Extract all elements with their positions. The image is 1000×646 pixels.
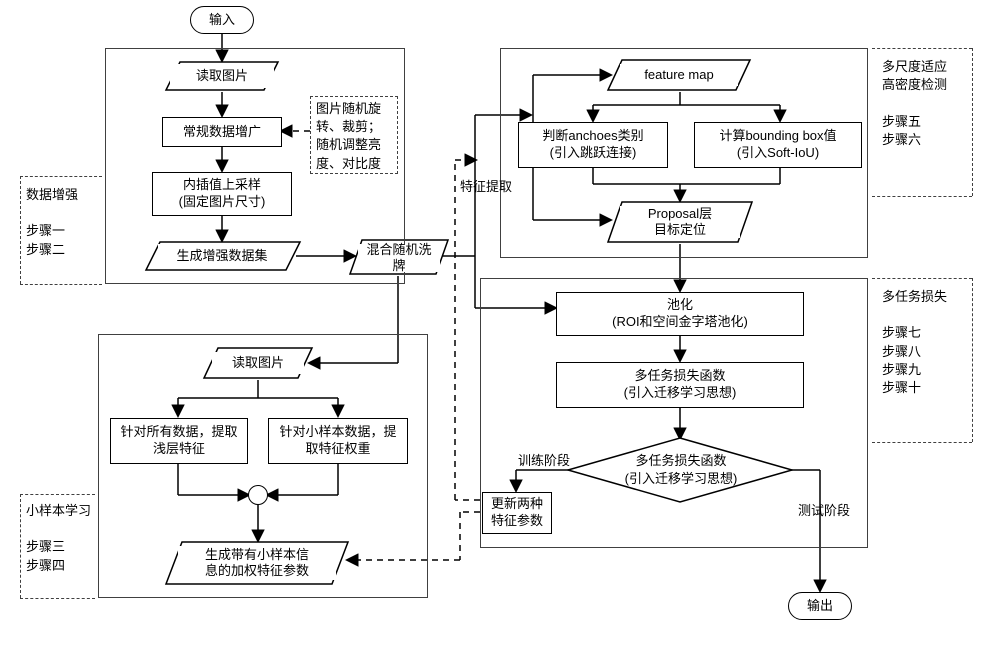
node-augment: 常规数据增广 xyxy=(162,117,282,147)
pool-label: 池化 (ROI和空间金字塔池化) xyxy=(612,297,748,331)
side-label-lb: 小样本学习 步骤三 步骤四 xyxy=(26,502,91,575)
anchors-label: 判断anchoes类别 (引入跳跃连接) xyxy=(542,128,643,162)
node-bbox: 计算bounding box值 (引入Soft-IoU) xyxy=(694,122,862,168)
node-all-feat: 针对所有数据，提取 浅层特征 xyxy=(110,418,248,464)
gen-aug-label: 生成增强数据集 xyxy=(176,248,267,264)
node-pool: 池化 (ROI和空间金字塔池化) xyxy=(556,292,804,336)
merge-circle xyxy=(248,485,268,505)
bracket-rt-top xyxy=(872,48,972,49)
para-proposal: Proposal层 目标定位 xyxy=(620,206,740,238)
node-mtl-rect: 多任务损失函数 (引入迁移学习思想) xyxy=(556,362,804,408)
terminal-input-label: 输入 xyxy=(209,12,235,29)
all-feat-label: 针对所有数据，提取 浅层特征 xyxy=(120,424,237,458)
feature-map-label: feature map xyxy=(644,67,713,83)
update-label: 更新两种 特征参数 xyxy=(491,496,543,530)
node-few-feat: 针对小样本数据，提 取特征权重 xyxy=(268,418,408,464)
test-label: 测试阶段 xyxy=(798,502,850,520)
bracket-rb-side xyxy=(972,278,973,442)
terminal-output-label: 输出 xyxy=(807,598,833,615)
shuffle-label: 混合随机洗 牌 xyxy=(366,242,431,275)
para-read-image-2: 读取图片 xyxy=(212,352,304,374)
bbox-label: 计算bounding box值 (引入Soft-IoU) xyxy=(719,128,836,162)
bracket-rb-top xyxy=(872,278,972,279)
para-shuffle: 混合随机洗 牌 xyxy=(358,244,440,272)
mtl-diamond-label: 多任务损失函数 (引入迁移学习思想) xyxy=(604,452,758,488)
few-feat-label: 针对小样本数据，提 取特征权重 xyxy=(279,424,396,458)
terminal-output: 输出 xyxy=(788,592,852,620)
para-feature-map: feature map xyxy=(620,64,738,86)
node-interp: 内插值上采样 (固定图片尺寸) xyxy=(152,172,292,216)
para-read-image-1: 读取图片 xyxy=(170,64,274,88)
bracket-rb-bot xyxy=(872,442,972,443)
side-label-rt: 多尺度适应 高密度检测 步骤五 步骤六 xyxy=(882,58,947,149)
read-image-1-label: 读取图片 xyxy=(196,68,248,84)
bracket-lt-top xyxy=(20,176,102,177)
terminal-input: 输入 xyxy=(190,6,254,34)
interp-label: 内插值上采样 (固定图片尺寸) xyxy=(179,177,266,211)
bracket-lt-bot xyxy=(20,284,102,285)
bracket-lt-side xyxy=(20,176,21,284)
bracket-rt-side xyxy=(972,48,973,196)
side-label-lt: 数据增强 步骤一 步骤二 xyxy=(26,186,78,259)
read-image-2-label: 读取图片 xyxy=(232,355,284,371)
para-gen-aug: 生成增强数据集 xyxy=(158,244,286,268)
proposal-label: Proposal层 目标定位 xyxy=(648,206,712,239)
extract-label: 特征提取 xyxy=(460,178,512,196)
side-label-rb: 多任务损失 步骤七 步骤八 步骤九 步骤十 xyxy=(882,288,947,397)
para-weighted: 生成带有小样本信 息的加权特征参数 xyxy=(178,546,336,580)
bracket-lb-top xyxy=(20,494,95,495)
augment-label: 常规数据增广 xyxy=(183,124,261,141)
node-update: 更新两种 特征参数 xyxy=(482,492,552,534)
bracket-lb-bot xyxy=(20,598,95,599)
bracket-rt-bot xyxy=(872,196,972,197)
weighted-label: 生成带有小样本信 息的加权特征参数 xyxy=(205,547,309,580)
train-label: 训练阶段 xyxy=(518,452,570,470)
aug-note-label: 图片随机旋 转、裁剪； 随机调整亮 度、对比度 xyxy=(316,100,394,173)
node-anchors: 判断anchoes类别 (引入跳跃连接) xyxy=(518,122,668,168)
bracket-lb-side xyxy=(20,494,21,598)
mtl-rect-label: 多任务损失函数 (引入迁移学习思想) xyxy=(624,368,737,402)
